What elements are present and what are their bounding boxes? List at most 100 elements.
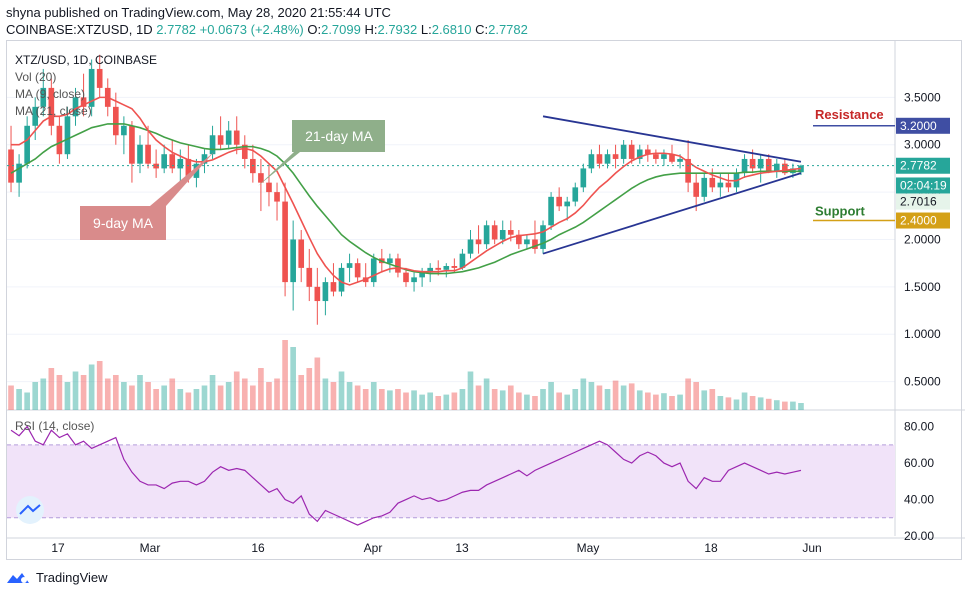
candle-body	[628, 144, 635, 159]
symbol-label[interactable]: COINBASE:XTZUSD, 1D	[6, 22, 153, 37]
volume-bar	[790, 401, 796, 410]
volume-bar	[773, 400, 780, 410]
candle-body	[395, 258, 401, 273]
volume-bar	[121, 382, 127, 410]
volume-bar	[491, 389, 498, 410]
candle-body	[669, 154, 675, 162]
volume-bar	[137, 375, 143, 410]
candle-body	[435, 267, 442, 270]
price-badge-label: 2.7016	[900, 195, 937, 209]
volume-bar	[314, 357, 321, 410]
time-tick-label: 17	[51, 541, 65, 555]
lower-trendline	[542, 172, 802, 255]
tradingview-logo-icon[interactable]	[6, 571, 30, 585]
candle-body	[48, 87, 55, 126]
candle-body	[241, 144, 248, 159]
low-label: L:	[420, 22, 432, 37]
candle-body	[532, 239, 538, 249]
candle-body	[483, 225, 490, 245]
close-value: 2.7782	[488, 22, 528, 37]
candle-body	[548, 196, 554, 226]
volume-bar	[685, 378, 691, 410]
time-tick-label: Apr	[364, 541, 383, 555]
volume-bar	[475, 385, 482, 410]
candle-body	[88, 68, 95, 107]
rsi-band	[7, 444, 895, 518]
time-tick-label: Jun	[802, 541, 821, 555]
candle-body	[121, 125, 127, 136]
candle-body	[153, 163, 159, 169]
ma9-line	[11, 96, 802, 286]
footer-brand[interactable]: TradingView	[36, 570, 108, 585]
price-badge	[896, 117, 950, 134]
volume-bar	[717, 396, 724, 410]
volume-bar	[757, 397, 764, 410]
candle-body	[620, 144, 627, 159]
candle-body	[137, 144, 143, 164]
candle-body	[685, 158, 691, 183]
volume-bar	[24, 392, 30, 410]
price-tick-label: 3.5000	[904, 90, 941, 104]
candle-body	[491, 225, 498, 240]
candle-body	[185, 158, 192, 178]
candle-body	[129, 125, 135, 164]
volume-bar	[370, 382, 377, 410]
volume-bar	[612, 380, 619, 410]
volume-bar	[80, 375, 87, 410]
candle-body	[298, 239, 305, 268]
volume-bar	[129, 385, 135, 410]
candle-body	[411, 277, 417, 283]
volume-bar	[749, 396, 756, 410]
candle-body	[233, 130, 240, 145]
volume-bar	[104, 378, 111, 410]
volume-bar	[596, 385, 603, 410]
close-label: C:	[475, 22, 489, 37]
volume-bar	[88, 364, 95, 410]
candle-body	[524, 239, 530, 245]
volume-bar	[644, 392, 651, 410]
candle-body	[80, 97, 87, 107]
candle-body	[56, 125, 63, 155]
candle-body	[258, 173, 264, 183]
volume-bar	[354, 385, 361, 410]
candle-body	[677, 158, 683, 162]
volume-bar	[266, 382, 272, 410]
candle-body	[499, 230, 506, 240]
volume-bar	[378, 389, 385, 410]
candle-body	[467, 239, 474, 254]
volume-bar	[725, 397, 732, 410]
legend: XTZ/USD, 1D, COINBASE Vol (20) MA (9, clos…	[15, 53, 157, 524]
candle-body	[64, 116, 71, 155]
rsi-line	[10, 425, 802, 526]
volume-bar	[709, 389, 716, 410]
last-price: 2.7782	[156, 22, 197, 37]
chart-frame	[6, 40, 962, 560]
candle-body	[701, 177, 708, 197]
candle-body	[112, 106, 119, 136]
trendlines	[7, 115, 895, 255]
price-badge	[896, 177, 950, 194]
price-badge-label: 2.7782	[900, 159, 937, 173]
volume-bar	[322, 378, 329, 410]
candle-body	[693, 182, 700, 197]
high-value: 2.7932	[377, 22, 418, 37]
candle-body	[749, 158, 756, 169]
volume-bar	[16, 389, 22, 410]
volume-bar	[233, 371, 240, 410]
volume-bar	[32, 382, 39, 410]
time-tick-label: 13	[455, 541, 469, 555]
high-label: H:	[364, 22, 378, 37]
support-label: Support	[815, 204, 865, 219]
candle-body	[169, 154, 176, 169]
time-tick-label: Mar	[140, 541, 161, 555]
volume-bar	[693, 382, 700, 410]
candle-body	[403, 272, 409, 283]
volume-bar	[112, 375, 119, 410]
volume-bar	[572, 389, 579, 410]
candle-body	[475, 239, 482, 245]
time-tick-label: May	[577, 541, 600, 555]
candles	[8, 54, 804, 325]
open-value: 2.7099	[321, 22, 361, 37]
candle-body	[161, 154, 168, 169]
